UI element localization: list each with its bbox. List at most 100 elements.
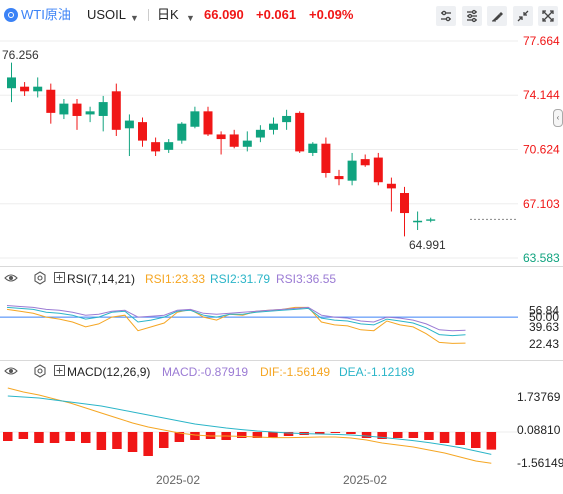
macd-chart[interactable]: 1.73769 0.08810 -1.56149 2025-02 2025-02 [0,380,563,494]
chart-settings-icon [441,10,451,22]
candle-body [203,111,213,135]
candle-body [308,143,318,153]
dif-line [7,387,492,464]
candle-body [72,103,82,116]
compress-icon [517,10,529,22]
price-change-percent: +0.09% [309,7,354,22]
candle-body [85,111,95,115]
symbol-dropdown-icon[interactable]: ▼ [130,13,139,23]
macd-histogram-bar [18,432,29,439]
macd-histogram-bar [424,432,434,440]
candlestick-chart[interactable]: 77.664 74.144 70.624 67.103 63.583 [0,30,563,266]
candle-body [33,86,43,92]
macd-histogram-bar [65,432,75,441]
macd-histogram-bar [3,432,13,441]
macd-axis-tick: 0.08810 [517,423,561,437]
macd-histogram-bar [81,432,91,443]
candle-body [229,134,239,147]
candle-body [46,89,56,113]
period-dropdown-icon[interactable]: ▼ [186,13,195,23]
candle-body [151,142,161,152]
macd-axis-tick: 1.73769 [517,390,561,404]
macd-histogram-bar [361,432,372,438]
dif-value: DIF:-1.56149 [260,365,331,379]
price-axis-tick: 77.664 [523,34,560,48]
candle-body [413,220,423,223]
rsi2-value: RSI2:31.79 [210,272,271,286]
price-axis-tick: 67.103 [523,197,560,211]
dea-value: DEA:-1.12189 [339,365,415,379]
date-axis-tick: 2025-02 [343,473,387,487]
price-axis-tick: 63.583 [523,251,560,265]
macd-settings-icon[interactable] [33,364,47,378]
rsi-visibility-icon[interactable] [4,271,18,285]
rsi-axis-tick: 39.63 [529,320,559,334]
macd-histogram-bar [252,432,263,438]
macd-expand-icon[interactable] [54,365,65,376]
macd-histogram-bar [49,432,60,443]
candle-body [98,102,108,116]
low-price-label: 64.991 [409,238,446,252]
candle-body [138,122,147,141]
macd-histogram-bar [330,432,341,433]
rsi-axis-tick: 56.84 [529,303,559,317]
indicator-settings-icon [467,9,477,23]
candle-body [20,86,30,92]
macd-histogram-bar [283,432,294,436]
candle-body [295,112,305,152]
indicator-settings-button[interactable] [462,6,482,26]
candle-body [164,142,174,150]
candle-body [360,159,370,166]
macd-histogram-bar [455,432,465,445]
candle-body [386,183,396,189]
rsi-expand-icon[interactable] [54,272,65,283]
macd-histogram-bar [486,432,497,450]
candle-body [242,140,252,147]
macd-histogram-bar [143,432,153,456]
candle-body [426,219,436,221]
high-price-value: 76.256 [2,48,39,62]
candle-body [59,103,69,115]
macd-axis-tick: -1.56149 [517,456,563,470]
rsi3-value: RSI3:36.55 [276,272,337,286]
instrument-name[interactable]: WTI原油 [21,7,71,22]
macd-visibility-icon[interactable] [4,364,18,378]
macd-histogram-bar [471,432,481,448]
candle-body [190,111,200,127]
chart-settings-button[interactable] [436,6,456,26]
candle-body [255,129,265,138]
price-change: +0.061 [256,7,297,22]
rsi-settings-icon[interactable] [33,271,47,285]
rsi1-value: RSI1:23.33 [145,272,206,286]
macd-title: MACD(12,26,9) [67,365,151,379]
low-price-value: 64.991 [409,238,446,252]
draw-tool-icon [492,12,503,22]
macd-histogram-bar [315,432,325,434]
rsi-axis-tick: 22.43 [529,337,559,351]
rsi-series-line [6,306,466,344]
macd-histogram-bar [377,432,387,439]
period-selector[interactable]: 日K [157,7,179,22]
last-price: 66.090 [204,7,244,22]
chart-header: WTI原油 USOIL ▼ 日K ▼ 66.090 +0.061 +0.09% [0,0,563,30]
candle-body [269,123,278,130]
draw-tool-button[interactable] [487,6,507,26]
macd-value: MACD:-0.87919 [162,365,249,379]
macd-histogram-bar [439,432,450,443]
candle-body [177,123,187,141]
macd-histogram-bar [346,432,356,434]
candle-body [124,120,134,129]
instrument-symbol[interactable]: USOIL [87,7,127,22]
macd-histogram-bar [174,432,185,442]
price-axis-tick: 70.624 [523,142,560,156]
high-price-label: 76.256 [2,48,39,62]
compress-button[interactable] [513,6,533,26]
macd-histogram-bar [112,432,122,449]
price-axis-tick: 74.144 [523,88,560,102]
collapse-panel-icon[interactable]: ‹ [553,109,563,127]
fullscreen-button[interactable] [538,6,558,26]
fullscreen-icon [542,10,554,22]
header-divider [148,9,149,21]
macd-histogram-bar [190,432,200,440]
